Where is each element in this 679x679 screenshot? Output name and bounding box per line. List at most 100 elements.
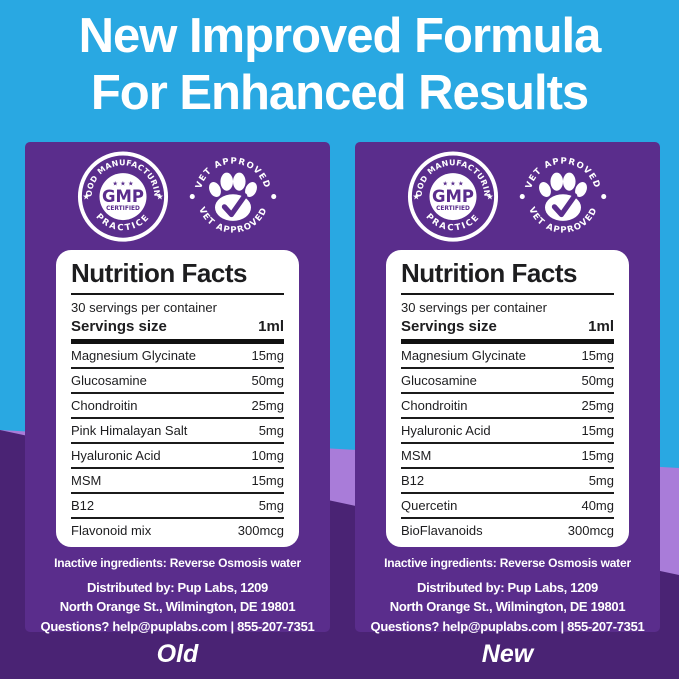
ingredient-amount: 10mg (251, 447, 284, 463)
nutrition-row: B12 5mg (401, 469, 614, 494)
svg-text:VET APPROVED: VET APPROVED (524, 157, 602, 191)
gmp-stars: ★ ★ ★ (442, 181, 464, 188)
gmp-right-star: ★ (155, 193, 163, 203)
nutrition-row: Chondroitin 25mg (401, 394, 614, 419)
vet-right-dot (600, 194, 606, 200)
gmp-right-star: ★ (485, 193, 493, 203)
nutrition-row: Magnesium Glycinate 15mg (401, 344, 614, 369)
thin-divider (71, 292, 284, 295)
nutrition-row: Magnesium Glycinate 15mg (71, 344, 284, 369)
ingredient-name: MSM (401, 447, 432, 463)
gmp-certified-icon: GOOD MANUFACTURING PRACTICE ★ ★ ★ ★ ★ GM… (76, 148, 168, 242)
ingredient-name: Quercetin (401, 497, 458, 513)
ingredient-name: Hyaluronic Acid (401, 422, 491, 438)
ingredient-name: Glucosamine (71, 372, 147, 388)
nutrition-title: Nutrition Facts (71, 258, 247, 288)
gmp-stars: ★ ★ ★ (112, 181, 134, 188)
gmp-subtitle-text: CERTIFIED (106, 206, 140, 212)
ingredient-name: Chondroitin (71, 397, 138, 413)
nutrition-row: Pink Himalayan Salt 5mg (71, 419, 284, 444)
vet-approved-paw-icon: VET APPROVED VET APPROVED (519, 157, 606, 236)
gmp-center-text: GMP (432, 187, 474, 206)
inactive-ingredients: Inactive ingredients: Reverse Osmosis wa… (54, 555, 301, 570)
vet-left-dot (189, 194, 195, 200)
check-icon (551, 193, 577, 218)
serving-size-value: 1ml (258, 318, 284, 336)
nutrition-row: Hyaluronic Acid 10mg (71, 444, 284, 469)
ingredient-amount: 300mcg (237, 522, 284, 538)
nutrition-row: MSM 15mg (71, 469, 284, 494)
ingredient-amount: 15mg (581, 422, 614, 438)
thin-divider (401, 292, 614, 295)
ingredient-amount: 50mg (251, 372, 284, 388)
nutrition-row: Chondroitin 25mg (71, 394, 284, 419)
gmp-left-star: ★ (412, 193, 420, 203)
nutrition-row: Quercetin 40mg (401, 494, 614, 519)
nutrition-title: Nutrition Facts (401, 258, 577, 288)
label-panel-new: GOOD MANUFACTURING PRACTICE ★ ★ ★ ★ ★ GM… (355, 142, 660, 634)
distributor-info: Distributed by: Pup Labs, 1209 North Ora… (25, 578, 330, 637)
gmp-subtitle-text: CERTIFIED (436, 206, 470, 212)
distributor-line: Distributed by: Pup Labs, 1209 (417, 579, 598, 595)
nutrition-row: Glucosamine 50mg (401, 369, 614, 394)
ingredient-name: Chondroitin (401, 397, 468, 413)
certification-badges: GOOD MANUFACTURING PRACTICE ★ ★ ★ ★ ★ GM… (355, 148, 660, 242)
nutrition-row: Flavonoid mix 300mcg (71, 519, 284, 542)
nutrition-row: Glucosamine 50mg (71, 369, 284, 394)
nutrition-row: Hyaluronic Acid 15mg (401, 419, 614, 444)
distributor-line: Questions? help@puplabs.com | 855-207-73… (370, 618, 645, 634)
ingredient-amount: 15mg (251, 472, 284, 488)
nutrition-row: B12 5mg (71, 494, 284, 519)
nutrition-row: BioFlavanoids 300mcg (401, 519, 614, 542)
vet-arc-top-text: VET APPROVED (524, 157, 601, 191)
label-panel-old: GOOD MANUFACTURING PRACTICE ★ ★ ★ ★ ★ GM… (25, 142, 330, 634)
ingredient-amount: 5mg (258, 422, 284, 438)
gmp-left-star: ★ (82, 193, 90, 203)
serving-size-row: Servings size 1ml (71, 316, 284, 338)
old-formula-tag: Old (156, 640, 199, 668)
headline: New Improved Formula For Enhanced Results (0, 8, 679, 123)
distributor-line: Questions? help@puplabs.com | 855-207-73… (40, 618, 315, 634)
distributor-line: Distributed by: Pup Labs, 1209 (87, 579, 268, 595)
certification-badges: GOOD MANUFACTURING PRACTICE ★ ★ ★ ★ ★ GM… (25, 148, 330, 242)
svg-text:VET APPROVED: VET APPROVED (194, 157, 272, 191)
servings-per-container: 30 servings per container (401, 299, 547, 315)
ingredient-name: Hyaluronic Acid (71, 447, 161, 463)
ingredient-amount: 50mg (581, 372, 614, 388)
ingredient-name: B12 (401, 472, 425, 488)
distributor-info: Distributed by: Pup Labs, 1209 North Ora… (355, 578, 660, 637)
ingredient-name: Magnesium Glycinate (71, 347, 196, 363)
serving-size-label: Servings size (401, 318, 497, 336)
serving-size-label: Servings size (71, 318, 167, 336)
gmp-center-text: GMP (102, 187, 144, 206)
nutrition-facts-label-new: Nutrition Facts 30 servings per containe… (386, 250, 629, 547)
nutrition-facts-label-old: Nutrition Facts 30 servings per containe… (56, 250, 299, 547)
ingredient-amount: 5mg (258, 497, 284, 513)
vet-approved-paw-icon: VET APPROVED VET APPROVED (189, 157, 276, 236)
serving-size-row: Servings size 1ml (401, 316, 614, 338)
ingredient-amount: 15mg (251, 347, 284, 363)
distributor-line: North Orange St., Wilmington, DE 19801 (389, 599, 626, 615)
ingredient-amount: 5mg (588, 472, 614, 488)
ingredient-name: Pink Himalayan Salt (71, 422, 188, 438)
ingredient-amount: 15mg (581, 447, 614, 463)
nutrition-row: MSM 15mg (401, 444, 614, 469)
headline-line2: For Enhanced Results (90, 66, 589, 121)
servings-per-container: 30 servings per container (71, 299, 217, 315)
vet-right-dot (270, 194, 276, 200)
distributor-line: North Orange St., Wilmington, DE 19801 (59, 599, 296, 615)
check-icon (221, 193, 247, 218)
serving-size-value: 1ml (588, 318, 614, 336)
ingredient-name: BioFlavanoids (401, 522, 483, 538)
inactive-ingredients: Inactive ingredients: Reverse Osmosis wa… (384, 555, 631, 570)
ingredient-name: MSM (71, 472, 102, 488)
ingredient-amount: 300mcg (567, 522, 614, 538)
ingredient-amount: 25mg (581, 397, 614, 413)
ingredient-name: Glucosamine (401, 372, 477, 388)
new-formula-tag: New (481, 640, 534, 668)
ingredient-amount: 25mg (251, 397, 284, 413)
vet-arc-top-text: VET APPROVED (194, 157, 271, 191)
ingredient-amount: 40mg (581, 497, 614, 513)
headline-line1: New Improved Formula (78, 9, 602, 63)
